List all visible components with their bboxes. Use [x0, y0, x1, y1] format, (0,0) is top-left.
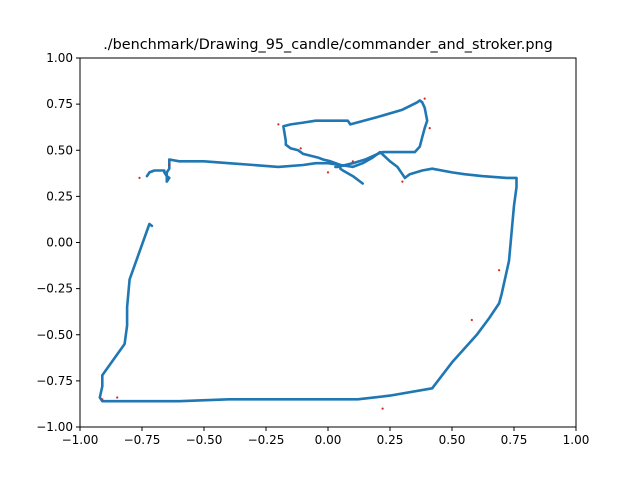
x-tick-label: 0.00: [315, 433, 342, 447]
series-line-0: [98, 167, 518, 403]
series-point: [277, 123, 280, 126]
chart-title: ./benchmark/Drawing_95_candle/commander_…: [103, 37, 553, 53]
y-tick-label: 1.00: [46, 51, 73, 65]
series-line-2: [282, 99, 429, 185]
x-tick-label: −0.25: [248, 433, 285, 447]
axes: −1.00 −0.75 −0.50 −0.25 0.00 0.25 0.50 0.75 1.00…: [36, 51, 589, 447]
series-point: [381, 407, 384, 410]
series-point: [470, 318, 473, 322]
series-point: [101, 398, 104, 401]
x-tick-label: −0.75: [124, 433, 161, 447]
series-point: [401, 180, 404, 183]
y-tick-label: −1.00: [36, 420, 73, 434]
x-tick-label: 0.25: [377, 433, 404, 447]
y-tick-label: 0.75: [46, 97, 73, 111]
y-tick-label: −0.75: [36, 374, 73, 388]
x-tick-label: 0.75: [501, 433, 528, 447]
x-tick-label: −0.50: [186, 433, 223, 447]
series-point: [168, 163, 171, 167]
series-point: [498, 269, 501, 272]
y-tick-label: −0.25: [36, 282, 73, 296]
y-tick-label: −0.50: [36, 328, 73, 342]
series-point: [423, 97, 426, 100]
series-layer: [98, 97, 518, 410]
x-tick-label: −1.00: [62, 433, 99, 447]
series-point: [116, 396, 119, 399]
series-point: [299, 147, 302, 150]
y-tick-label: 0.00: [46, 236, 73, 250]
plot-frame: [79, 57, 577, 428]
series-point: [428, 127, 431, 130]
series-point: [351, 160, 354, 163]
x-tick-label: 1.00: [563, 433, 590, 447]
plot-area: [98, 97, 518, 410]
series-line-1: [145, 150, 407, 183]
y-tick-label: 0.50: [46, 143, 73, 157]
y-tick-label: 0.25: [46, 189, 73, 203]
series-point: [138, 176, 141, 179]
series-point: [326, 171, 330, 174]
x-tick-label: 0.50: [439, 433, 466, 447]
